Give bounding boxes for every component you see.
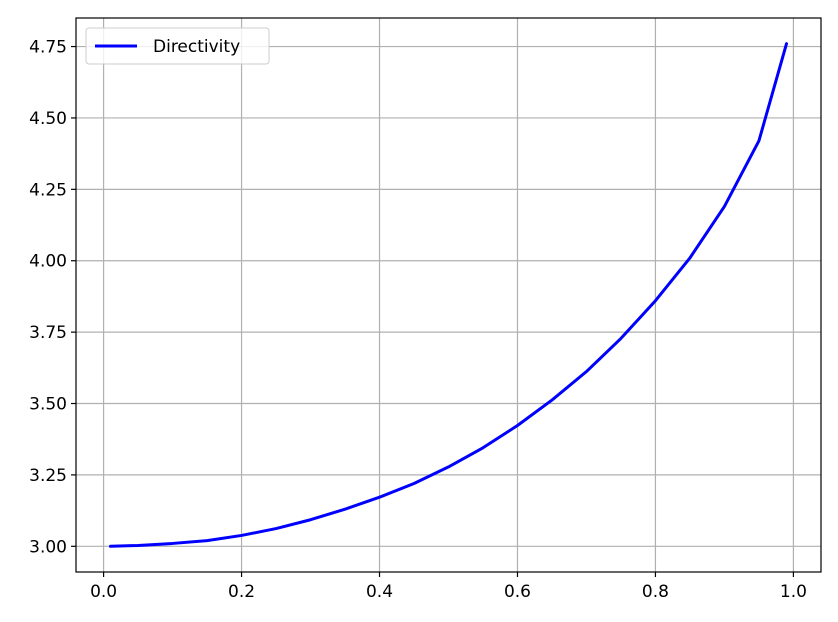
grid	[76, 18, 821, 572]
y-tick-label: 4.00	[29, 252, 67, 272]
x-axis: 0.0 0.2 0.4 0.6 0.8 1.0	[90, 572, 807, 602]
y-tick-label: 4.50	[29, 109, 67, 129]
series-layer	[108, 42, 789, 548]
x-tick-label: 0.8	[642, 582, 669, 602]
legend: Directivity	[85, 27, 270, 65]
y-tick-label: 3.50	[29, 395, 67, 415]
y-tick-label: 4.25	[29, 180, 67, 200]
series-line-directivity	[108, 42, 789, 548]
legend-label-directivity: Directivity	[153, 37, 240, 57]
y-axis: 3.00 3.25 3.50 3.75 4.00 4.25 4.50 4.75	[29, 38, 76, 557]
y-tick-label: 4.75	[29, 38, 67, 58]
x-tick-label: 0.0	[90, 582, 117, 602]
x-tick-label: 0.2	[228, 582, 255, 602]
y-tick-label: 3.25	[29, 466, 67, 486]
plot-frame	[75, 17, 822, 573]
legend-box	[85, 27, 270, 65]
x-tick-label: 1.0	[780, 582, 807, 602]
x-tick-label: 0.6	[504, 582, 531, 602]
y-tick-label: 3.75	[29, 323, 67, 343]
x-tick-label: 0.4	[366, 582, 393, 602]
y-tick-label: 3.00	[29, 537, 67, 557]
